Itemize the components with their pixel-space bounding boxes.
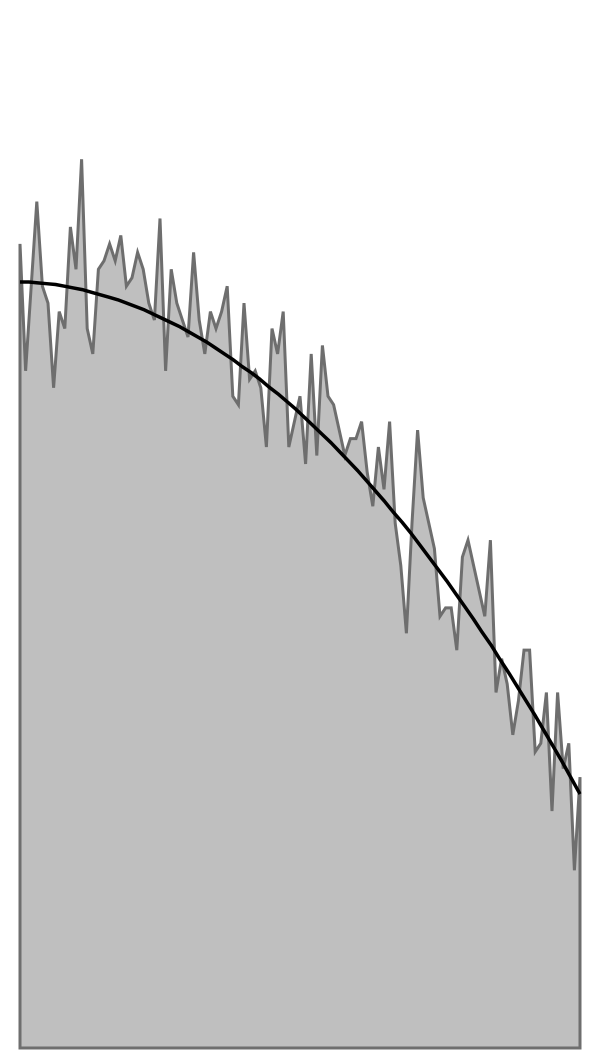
trend-line	[20, 280, 582, 795]
plot-area	[18, 159, 582, 1050]
area-outline	[18, 159, 582, 1050]
area-fill	[20, 159, 580, 1048]
